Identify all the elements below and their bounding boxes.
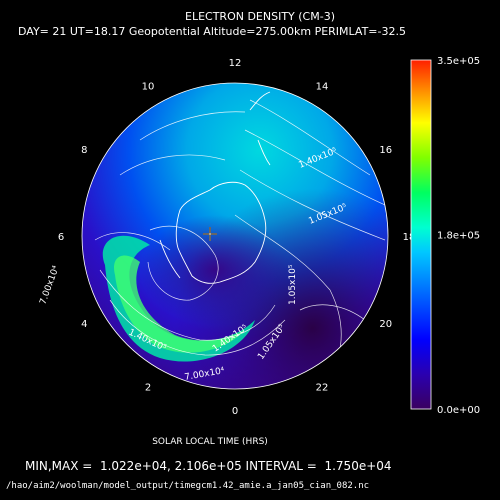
colorbar-tick-label: 3.5e+05 — [437, 56, 480, 67]
hour-label: 20 — [379, 319, 392, 330]
chart-title: ELECTRON DENSITY (CM-3) — [185, 10, 335, 23]
hour-label: 4 — [81, 319, 87, 330]
hour-label: 10 — [142, 81, 155, 92]
colorbar-tick-label: 0.0e+00 — [437, 405, 480, 416]
pole-marker — [203, 227, 217, 241]
hour-label: 16 — [379, 145, 392, 156]
min-max-interval: MIN,MAX = 1.022e+04, 2.106e+05 INTERVAL … — [25, 459, 392, 473]
disc-boundary — [81, 82, 389, 390]
hour-label: 8 — [81, 145, 87, 156]
contour-label: 1.05x10⁵ — [288, 264, 298, 305]
hour-label: 0 — [232, 406, 238, 417]
hour-labels: 0 2 4 6 8 10 12 14 16 18 20 22 — [58, 58, 416, 417]
contour-label: 7.00x10⁴ — [38, 264, 61, 306]
hour-label: 18 — [403, 232, 416, 243]
colorbar — [410, 59, 432, 410]
colorbar-ticks: 3.5e+05 1.8e+05 0.0e+00 — [437, 56, 480, 416]
hour-label: 2 — [145, 383, 151, 394]
file-path: /hao/aim2/woolman/model_output/timegcm1.… — [6, 481, 369, 491]
density-disc — [82, 83, 388, 389]
x-axis-label: SOLAR LOCAL TIME (HRS) — [152, 437, 268, 447]
hour-label: 22 — [316, 383, 329, 394]
hour-label: 14 — [316, 81, 329, 92]
chart-subtitle: DAY= 21 UT=18.17 Geopotential Altitude=2… — [18, 25, 406, 38]
hour-label: 12 — [229, 58, 242, 69]
colorbar-tick-label: 1.8e+05 — [437, 231, 480, 242]
hour-label: 6 — [58, 232, 64, 243]
